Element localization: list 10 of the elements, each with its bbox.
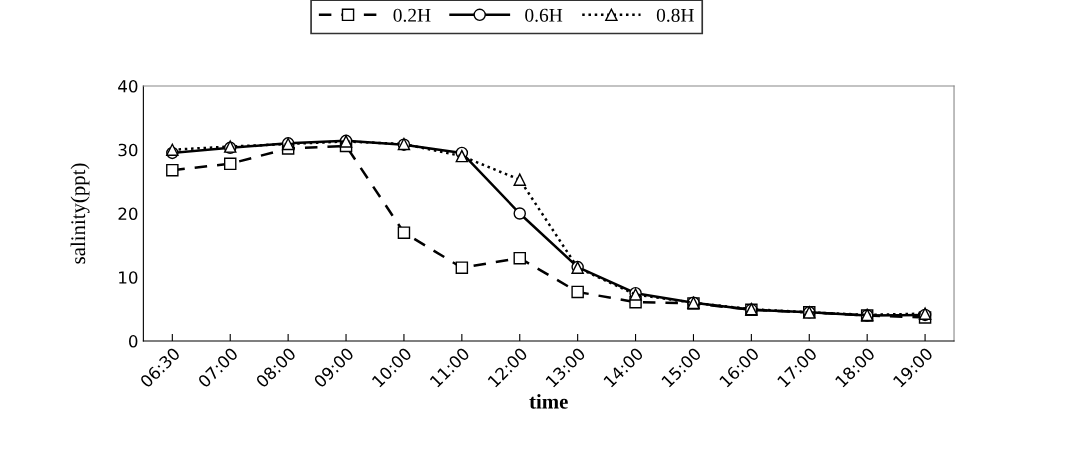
y-tick-label: 40 <box>118 79 138 93</box>
y-tick-label: 10 <box>119 271 138 284</box>
y-tick-label: 30 <box>118 143 138 157</box>
y-tick-label: 0 <box>129 335 138 348</box>
y-tick-label: 20 <box>118 207 138 221</box>
legend-label: 0.8H <box>656 8 694 22</box>
legend-label: 0.2H <box>393 8 431 22</box>
y-axis-title: salinity(ppt) <box>70 163 90 264</box>
x-axis-title: time <box>529 394 568 409</box>
legend-label: 0.6H <box>525 8 563 22</box>
